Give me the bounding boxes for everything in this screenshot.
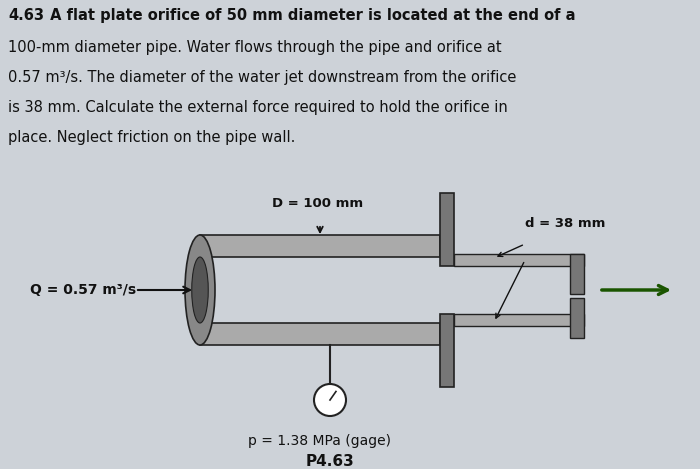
Text: place. Neglect friction on the pipe wall.: place. Neglect friction on the pipe wall… [8, 130, 295, 145]
Bar [454, 254, 584, 266]
Text: Q = 0.57 m³/s: Q = 0.57 m³/s [30, 283, 136, 297]
Text: 0.57 m³/s. The diameter of the water jet downstream from the orifice: 0.57 m³/s. The diameter of the water jet… [8, 70, 517, 85]
Text: is 38 mm. Calculate the external force required to hold the orifice in: is 38 mm. Calculate the external force r… [8, 100, 507, 115]
Bar [200, 235, 440, 257]
Text: D = 100 mm: D = 100 mm [272, 197, 363, 210]
Bar [570, 254, 584, 294]
Bar [440, 193, 454, 266]
Bar [200, 323, 440, 345]
Ellipse shape [185, 235, 215, 345]
Bar [440, 314, 454, 387]
Text: p = 1.38 MPa (gage): p = 1.38 MPa (gage) [248, 434, 391, 448]
Text: 4.63: 4.63 [8, 8, 44, 23]
Ellipse shape [192, 257, 209, 323]
Text: A flat plate orifice of 50 mm diameter is located at the end of a: A flat plate orifice of 50 mm diameter i… [45, 8, 575, 23]
Text: d = 38 mm: d = 38 mm [525, 217, 606, 230]
Text: P4.63: P4.63 [306, 454, 354, 469]
Circle shape [314, 384, 346, 416]
Text: 100-mm diameter pipe. Water flows through the pipe and orifice at: 100-mm diameter pipe. Water flows throug… [8, 40, 502, 55]
Bar [454, 314, 584, 326]
Bar [570, 298, 584, 338]
